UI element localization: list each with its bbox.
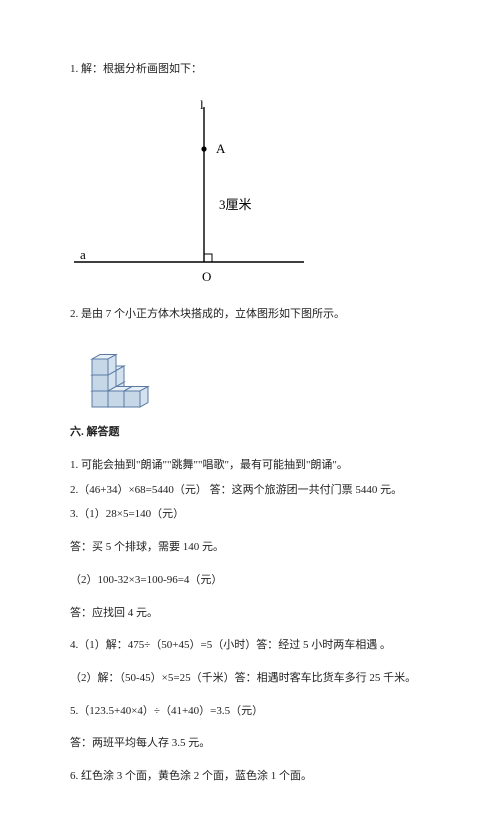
ans5-1: 5.（123.5+40×4）÷（41+40）=3.5（元） bbox=[70, 702, 440, 721]
ans4-2: （2）解：（50-45）×5=25（千米）答：相遇时客车比货车多行 25 千米。 bbox=[70, 669, 440, 688]
diagram-cubes bbox=[70, 329, 440, 409]
ans3-1: 3.（1）28×5=140（元） bbox=[70, 505, 440, 524]
ans6: 6. 红色涂 3 个面，黄色涂 2 个面，蓝色涂 1 个面。 bbox=[70, 767, 440, 786]
ans2: 2.（46+34）×68=5440（元） 答：这两个旅游团一共付门票 5440 … bbox=[70, 481, 440, 500]
q1-text: 1. 解：根据分析画图如下： bbox=[70, 60, 440, 79]
q2-text: 2. 是由 7 个小正方体木块搭成的，立体图形如下图所示。 bbox=[70, 305, 440, 324]
ans4-1: 4.（1）解：475÷（50+45）=5（小时）答：经过 5 小时两车相遇 。 bbox=[70, 636, 440, 655]
svg-text:a: a bbox=[80, 247, 86, 262]
svg-text:l: l bbox=[200, 97, 204, 112]
ans3-2: 答：买 5 个排球，需要 140 元。 bbox=[70, 538, 440, 557]
svg-text:3厘米: 3厘米 bbox=[219, 197, 252, 212]
ans1: 1. 可能会抽到"朗诵""跳舞""唱歌"，最有可能抽到"朗诵"。 bbox=[70, 456, 440, 475]
svg-text:A: A bbox=[216, 141, 226, 156]
svg-text:O: O bbox=[202, 269, 211, 284]
ans3-4: 答：应找回 4 元。 bbox=[70, 604, 440, 623]
section-title: 六. 解答题 bbox=[70, 423, 440, 442]
ans3-3: （2）100-32×3=100-96=4（元） bbox=[70, 571, 440, 590]
ans5-2: 答：两班平均每人存 3.5 元。 bbox=[70, 734, 440, 753]
diagram-perpendicular: l Aa O 3厘米 bbox=[74, 97, 440, 287]
